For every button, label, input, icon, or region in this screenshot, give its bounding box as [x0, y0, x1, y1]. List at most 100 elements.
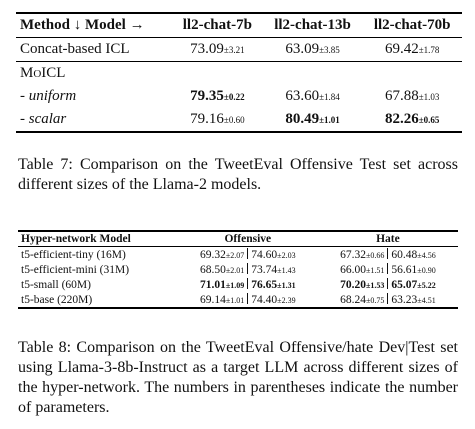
cell: 69.14±1.01 74.40±2.39 [178, 292, 318, 308]
mean: 79.35 [190, 88, 224, 104]
score: 71.01±1.09 [200, 279, 244, 291]
row: t5-base (220M) 69.14±1.01 74.40±2.39 68.24±… [18, 292, 458, 308]
column-header: Method ↓ Model → [20, 17, 145, 33]
score: 66.00±1.51 [340, 264, 384, 276]
std: ±2.01 [225, 266, 245, 275]
mean: 65.07 [391, 279, 418, 291]
cell: 68.50±2.01 73.74±1.43 [178, 262, 318, 277]
mean: 69.14 [200, 294, 226, 306]
score: 60.48±4.56 [391, 249, 435, 261]
divider [387, 293, 389, 304]
cell: 69.32±2.07 74.60±2.03 [178, 247, 318, 263]
caption: Table 7: Comparison on the TweetEval Off… [18, 156, 458, 193]
std: ±0.66 [366, 251, 385, 260]
score: 79.35±0.22 [190, 88, 244, 104]
score: 70.20±1.53 [340, 279, 384, 291]
caption: Table 8: Comparison on the TweetEval Off… [18, 339, 458, 416]
cell: 63.09±3.85 [263, 38, 363, 62]
score: 69.14±1.01 [200, 294, 244, 306]
mean: 67.32 [340, 249, 367, 261]
mean: 79.16 [190, 111, 224, 127]
score: 65.07±5.22 [391, 279, 435, 291]
std: ±0.65 [418, 115, 440, 125]
row: t5-small (60M) 71.01±1.09 76.65±1.31 70.20±… [18, 277, 458, 292]
std: ±0.60 [223, 115, 245, 125]
cell: 68.24±0.75 63.23±4.51 [318, 292, 458, 308]
row: - scalar 79.16±0.60 80.49±1.01 82.26±0.65 [16, 108, 462, 132]
score: 82.26±0.65 [385, 111, 439, 127]
mean: 67.88 [384, 88, 419, 104]
row-label: t5-base (220M) [21, 293, 93, 306]
row-label: - scalar [16, 108, 172, 132]
row: MoICL [16, 62, 462, 86]
score: 63.09±3.85 [285, 41, 339, 57]
mean: 66.00 [340, 264, 367, 276]
std: ±3.85 [319, 45, 340, 55]
score: 79.16±0.60 [190, 111, 244, 127]
column-header: Offensive [224, 233, 272, 245]
cell: 79.35±0.22 [172, 85, 263, 108]
score: 68.24±0.75 [340, 294, 384, 306]
std: ±0.75 [366, 296, 385, 305]
mean: 69.32 [200, 249, 226, 261]
cell: 82.26±0.65 [362, 108, 462, 132]
score: 63.23±4.51 [391, 294, 435, 306]
cell: 69.42±1.78 [362, 38, 462, 62]
label: MoICL [20, 65, 66, 81]
std: ±0.22 [223, 92, 245, 102]
column-header: ll2-chat-13b [274, 17, 351, 33]
cell: 70.20±1.53 65.07±5.22 [318, 277, 458, 292]
mean: 63.23 [391, 294, 418, 306]
table-8: Hyper-network Model Offensive Hate t5-effic… [18, 230, 458, 309]
label: Concat-based ICL [20, 41, 130, 57]
std: ±1.03 [418, 92, 440, 102]
label: - uniform [20, 88, 77, 104]
row-label: MoICL [16, 62, 462, 86]
label: - scalar [20, 111, 67, 127]
score: 76.65±1.31 [251, 279, 295, 291]
cell: 73.09±3.21 [172, 38, 263, 62]
row-label: t5-efficient-tiny (16M) [21, 248, 126, 261]
divider [247, 248, 249, 259]
std: ±1.78 [418, 45, 440, 55]
score: 69.32±2.07 [200, 249, 244, 261]
mean: 69.42 [384, 41, 419, 57]
score: 74.40±2.39 [251, 294, 295, 306]
score: 56.61±0.90 [391, 264, 435, 276]
table-7: Method ↓ Model → ll2-chat-7b ll2-chat-13b l… [16, 12, 462, 133]
cell: 67.88±1.03 [362, 85, 462, 108]
header-row: Hyper-network Model Offensive Hate [18, 231, 458, 247]
divider [387, 248, 389, 259]
mean: 82.26 [384, 111, 419, 127]
mean: 63.09 [285, 41, 320, 57]
row: - uniform 79.35±0.22 63.60±1.84 67.88±1.03 [16, 85, 462, 108]
mean: 68.50 [200, 264, 226, 276]
score: 74.60±2.03 [251, 249, 295, 261]
row: t5-efficient-mini (31M) 68.50±2.01 73.74±1… [18, 262, 458, 277]
score: 68.50±2.01 [200, 264, 244, 276]
std: ±1.51 [366, 266, 385, 275]
score: 67.88±1.03 [385, 88, 439, 104]
score: 73.74±1.43 [251, 264, 295, 276]
std: ±1.31 [277, 281, 296, 290]
column-header: ll2-chat-70b [373, 17, 451, 33]
cell: 79.16±0.60 [172, 108, 263, 132]
std: ±4.51 [417, 296, 436, 305]
mean: 63.60 [285, 88, 320, 104]
mean: 60.48 [391, 249, 418, 261]
cell: 67.32±0.66 60.48±4.56 [318, 247, 458, 263]
std: ±0.90 [417, 266, 436, 275]
std: ±2.39 [277, 296, 296, 305]
divider [387, 263, 389, 274]
row-label: t5-small (60M) [21, 278, 91, 291]
std: ±2.03 [277, 251, 296, 260]
score: 67.32±0.66 [340, 249, 384, 261]
std: ±1.01 [225, 296, 245, 305]
cell: 71.01±1.09 76.65±1.31 [178, 277, 318, 292]
score: 69.42±1.78 [385, 41, 439, 57]
std: ±3.21 [223, 45, 245, 55]
row-label: Concat-based ICL [16, 38, 172, 62]
header-row: Method ↓ Model → ll2-chat-7b ll2-chat-13b l… [16, 13, 462, 38]
std: ±5.22 [417, 281, 436, 290]
